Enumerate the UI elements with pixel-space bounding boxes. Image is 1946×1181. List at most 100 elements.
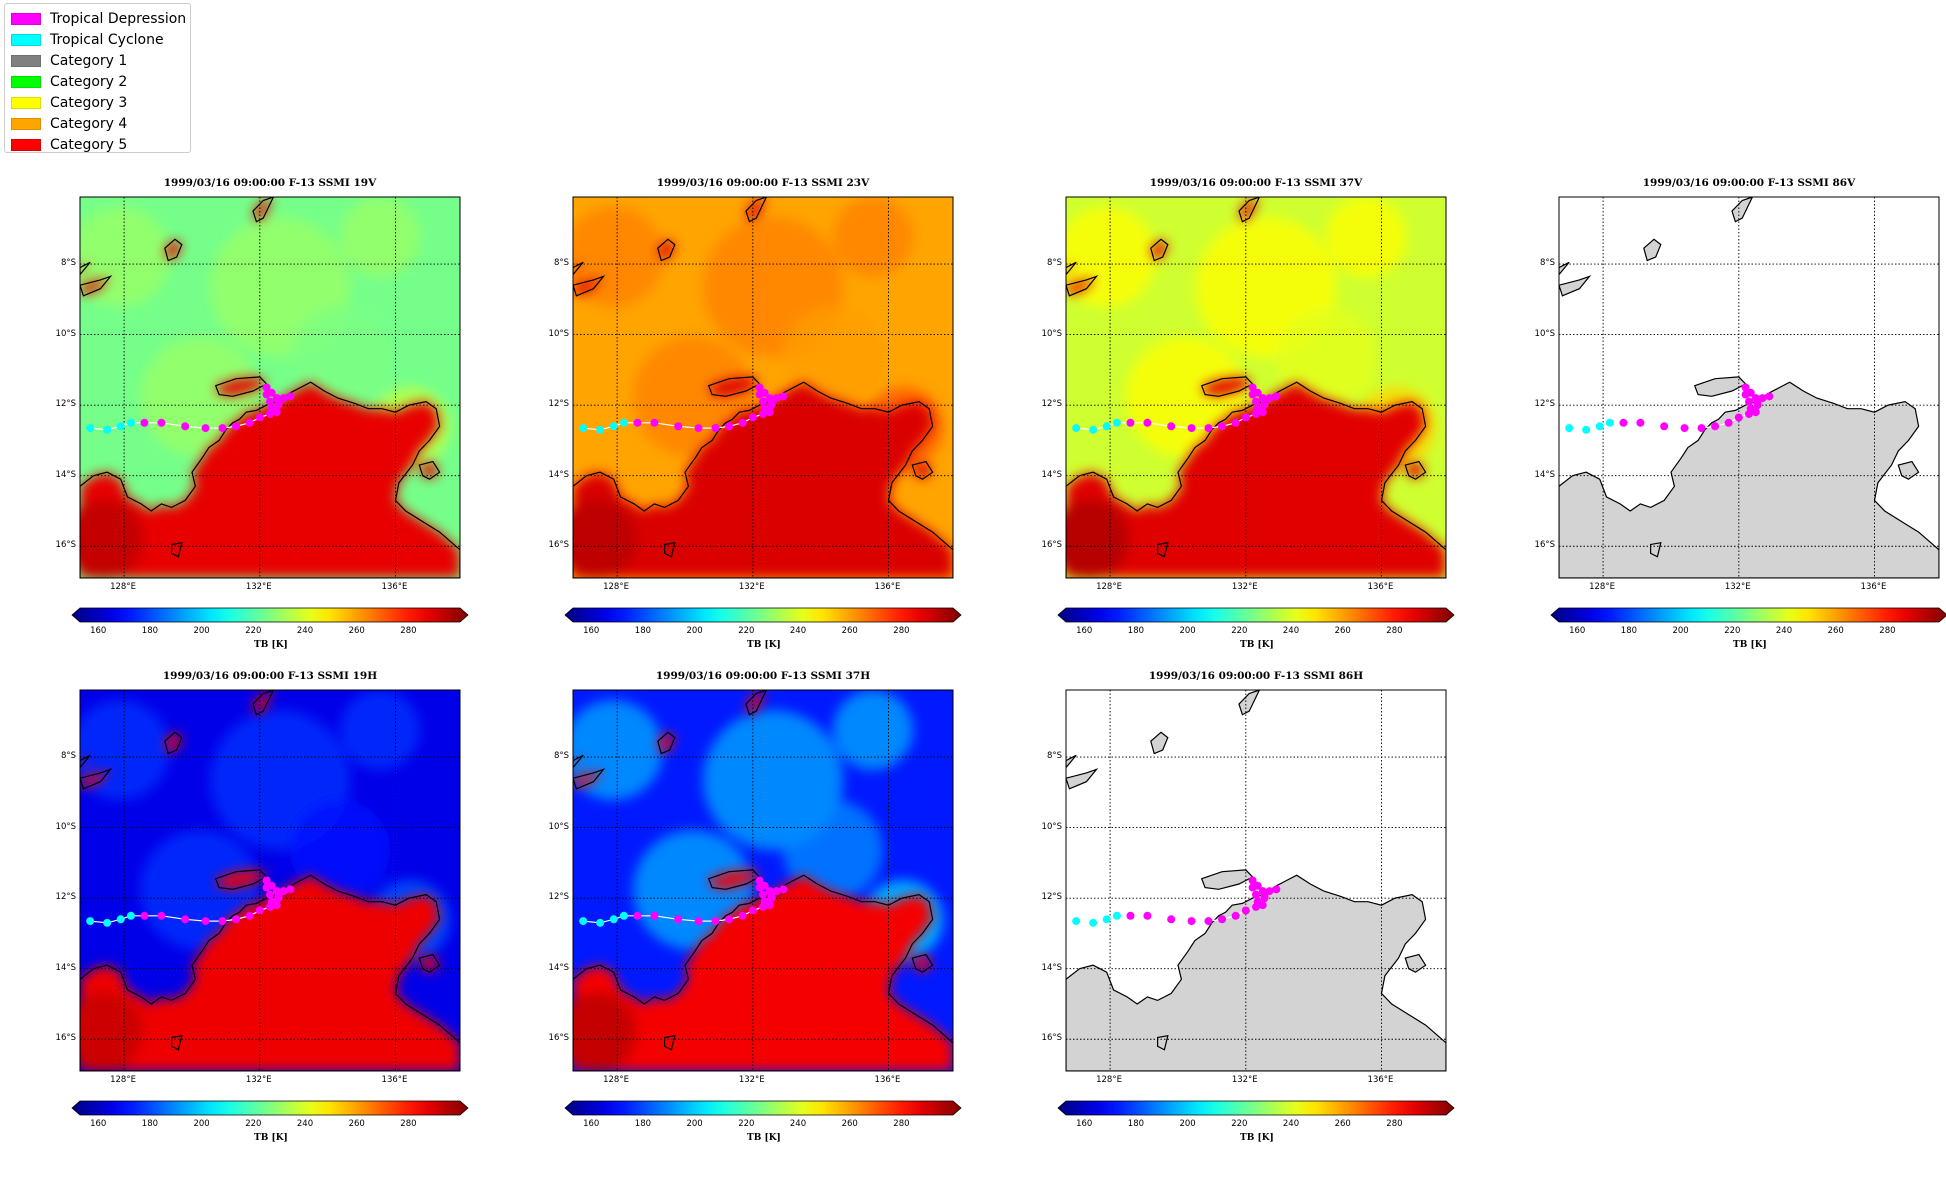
lon-tick-label: 128°E — [603, 582, 629, 592]
track-point — [1218, 422, 1227, 431]
lat-tick-label: 14°S — [1041, 469, 1062, 480]
lon-tick-label: 128°E — [110, 1075, 136, 1085]
track-point — [245, 911, 254, 920]
colorbar-gradient — [1057, 1100, 1455, 1116]
track-point — [232, 422, 241, 431]
island-field — [573, 276, 604, 296]
lat-tick-label: 16°S — [548, 540, 569, 551]
track-point — [1741, 390, 1750, 399]
track-point — [711, 424, 720, 433]
track-point — [1253, 897, 1262, 906]
track-point — [1680, 424, 1689, 433]
colorbar-tick-label: 180 — [1127, 626, 1145, 636]
colorbar — [1550, 607, 1946, 623]
track-point — [1204, 917, 1213, 926]
track-point — [266, 890, 274, 899]
lat-tick-label: 14°S — [1534, 469, 1555, 480]
track-point — [1248, 876, 1257, 885]
track-point — [674, 422, 683, 431]
land-field — [80, 382, 460, 578]
island-outline — [1150, 238, 1169, 262]
track-point — [755, 383, 764, 392]
lat-tick-label: 8°S — [60, 751, 76, 762]
track-point — [262, 390, 271, 399]
track-point — [596, 918, 605, 927]
tb-texture-blob — [340, 197, 420, 277]
colorbar-label: TB [K] — [747, 640, 781, 650]
island-outline — [573, 261, 584, 276]
track-point — [1636, 418, 1645, 427]
colorbar-tick-label: 280 — [1386, 1119, 1403, 1129]
colorbar-tick-label: 240 — [296, 626, 314, 636]
land-field — [573, 875, 953, 1071]
lat-tick-label: 10°S — [548, 821, 569, 832]
lon-tick-label: 136°E — [381, 1075, 408, 1085]
lon-tick-label: 136°E — [1367, 582, 1394, 592]
island-field — [573, 769, 604, 789]
colorbar-tick-label: 180 — [1127, 1119, 1145, 1129]
track-point — [1697, 424, 1706, 433]
island-outline — [80, 261, 91, 276]
colorbar-tick-label: 160 — [1076, 626, 1093, 636]
track-point — [694, 424, 703, 433]
colorbar-tick-label: 160 — [583, 1119, 600, 1129]
coastline — [1066, 381, 1446, 578]
track-point — [609, 915, 618, 924]
track-point — [1072, 424, 1081, 433]
track-point — [1204, 424, 1213, 433]
colorbar-tick-label: 220 — [738, 626, 755, 636]
track-point — [103, 918, 112, 927]
colorbar — [71, 1100, 469, 1116]
track-point — [1126, 911, 1135, 920]
island-outline — [1238, 197, 1261, 223]
track-point — [201, 917, 210, 926]
colorbar-tick-label: 280 — [893, 626, 910, 636]
legend-swatch — [11, 75, 41, 88]
panel-title: 1999/03/16 09:00:00 F-13 SSMI 19V — [163, 177, 377, 189]
panel-title: 1999/03/16 09:00:00 F-13 SSMI 86V — [1642, 177, 1856, 189]
land-field — [80, 875, 460, 1071]
colorbar-tick-label: 240 — [1282, 626, 1300, 636]
colorbar-tick-label: 200 — [686, 1119, 703, 1129]
track-point — [181, 915, 190, 924]
lon-tick-label: 132°E — [1231, 582, 1258, 592]
track-point — [255, 413, 264, 422]
lon-tick-label: 132°E — [738, 1075, 765, 1085]
lat-tick-label: 16°S — [1534, 540, 1555, 551]
coastline — [1559, 381, 1939, 578]
lat-tick-label: 8°S — [60, 258, 76, 269]
legend-swatch — [11, 117, 41, 130]
track-point — [755, 883, 764, 892]
map-plot — [1558, 196, 1940, 579]
lon-tick-label: 128°E — [110, 582, 136, 592]
track-point — [274, 892, 283, 901]
lat-tick-label: 16°S — [55, 540, 76, 551]
lat-tick-label: 14°S — [548, 469, 569, 480]
lat-tick-label: 14°S — [55, 469, 76, 480]
island-outline — [1559, 275, 1592, 297]
track-point — [748, 906, 757, 915]
colorbar-tick-label: 220 — [1231, 626, 1248, 636]
track-point — [1741, 383, 1750, 392]
track-point — [262, 876, 271, 885]
map-plot — [1065, 196, 1447, 579]
lon-tick-label: 132°E — [1231, 1075, 1258, 1085]
lat-tick-label: 12°S — [548, 892, 569, 903]
map-frame — [1558, 196, 1940, 579]
track-point — [633, 911, 642, 920]
colorbar-tick-label: 220 — [738, 1119, 755, 1129]
island-field — [419, 954, 440, 973]
tb-texture-blob — [1276, 307, 1376, 407]
track-point — [767, 399, 776, 408]
colorbar-tick-label: 160 — [90, 626, 107, 636]
track-point — [1746, 404, 1755, 413]
map-plot — [572, 689, 954, 1072]
legend-swatch — [11, 12, 41, 25]
island-outline — [657, 238, 676, 262]
island-outline — [745, 197, 768, 223]
track-point — [1260, 892, 1269, 901]
lat-tick-label: 12°S — [55, 892, 76, 903]
colorbar-gradient — [564, 607, 962, 623]
track-point — [1102, 422, 1111, 431]
colorbar-tick-label: 240 — [789, 1119, 807, 1129]
